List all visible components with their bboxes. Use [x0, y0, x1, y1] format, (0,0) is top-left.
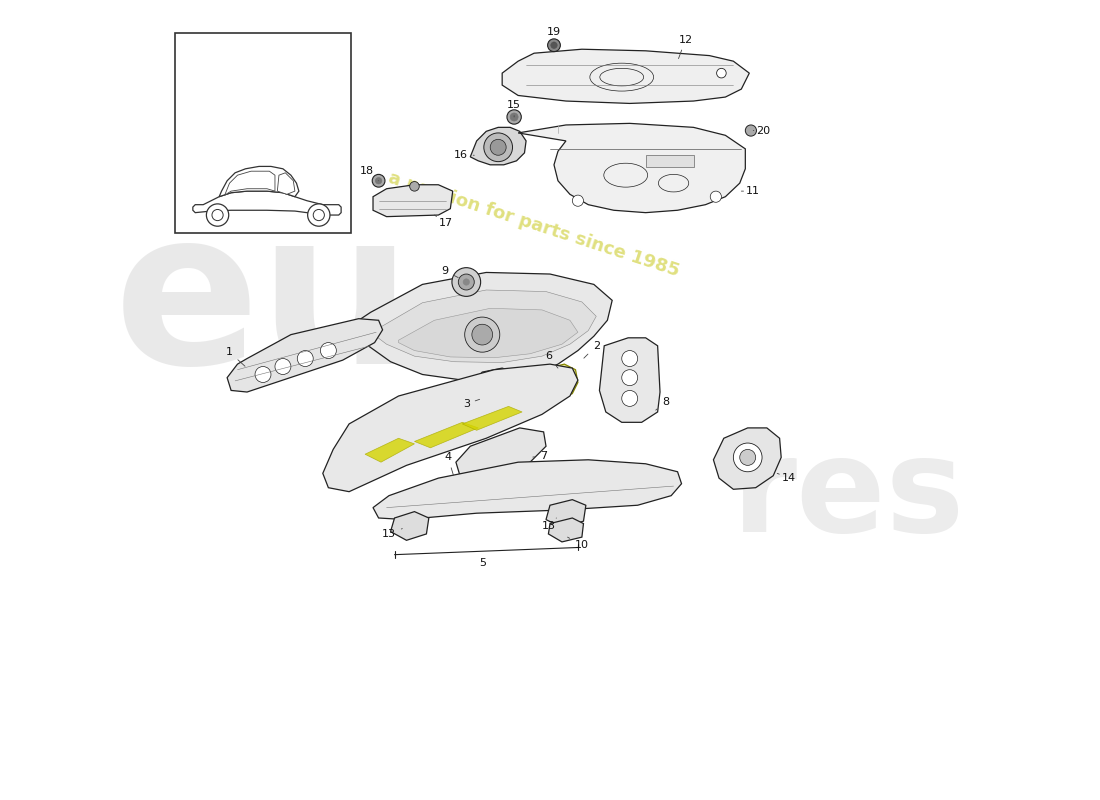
Circle shape — [308, 204, 330, 226]
Polygon shape — [503, 50, 749, 103]
Circle shape — [297, 350, 313, 366]
Polygon shape — [474, 368, 518, 408]
Text: 6: 6 — [544, 351, 558, 368]
Polygon shape — [219, 166, 299, 197]
Circle shape — [472, 324, 493, 345]
Circle shape — [716, 68, 726, 78]
Circle shape — [409, 182, 419, 191]
Circle shape — [212, 210, 223, 221]
Circle shape — [739, 450, 756, 466]
Polygon shape — [277, 173, 295, 194]
Circle shape — [734, 443, 762, 472]
Polygon shape — [224, 171, 275, 195]
Text: 16: 16 — [453, 150, 474, 160]
Circle shape — [452, 268, 481, 296]
Text: 17: 17 — [434, 215, 453, 228]
Polygon shape — [542, 364, 578, 398]
Text: 13: 13 — [382, 529, 403, 539]
Polygon shape — [546, 500, 586, 527]
Circle shape — [548, 39, 560, 52]
Text: 5: 5 — [478, 558, 486, 569]
Circle shape — [621, 350, 638, 366]
Circle shape — [275, 358, 290, 374]
Text: a passion for parts since 1985: a passion for parts since 1985 — [386, 169, 682, 280]
Circle shape — [375, 178, 382, 184]
Circle shape — [621, 390, 638, 406]
Circle shape — [463, 279, 470, 286]
Text: 20: 20 — [754, 126, 771, 135]
Text: 13: 13 — [541, 518, 557, 531]
Text: 12: 12 — [679, 34, 693, 58]
Polygon shape — [227, 318, 383, 392]
Text: 7: 7 — [532, 451, 547, 461]
Circle shape — [746, 125, 757, 136]
Text: 19: 19 — [547, 26, 561, 42]
Polygon shape — [358, 273, 613, 380]
Circle shape — [484, 133, 513, 162]
Circle shape — [314, 210, 324, 221]
Circle shape — [510, 113, 518, 121]
Circle shape — [621, 370, 638, 386]
Bar — [175, 34, 351, 233]
Text: 11: 11 — [741, 186, 760, 196]
Text: 8: 8 — [656, 397, 669, 410]
Polygon shape — [415, 422, 478, 448]
Polygon shape — [646, 155, 693, 167]
Circle shape — [491, 139, 506, 155]
Text: 4: 4 — [444, 452, 453, 475]
Text: 3: 3 — [463, 399, 480, 409]
Polygon shape — [192, 191, 341, 215]
Polygon shape — [322, 364, 578, 492]
Polygon shape — [390, 512, 429, 540]
Circle shape — [372, 174, 385, 187]
Circle shape — [711, 191, 722, 202]
Text: 15: 15 — [507, 100, 521, 117]
Polygon shape — [373, 460, 682, 519]
Polygon shape — [365, 438, 415, 462]
Text: 9: 9 — [441, 266, 459, 278]
Circle shape — [255, 366, 271, 382]
Polygon shape — [549, 518, 583, 542]
Polygon shape — [471, 127, 526, 165]
Polygon shape — [600, 338, 660, 422]
Polygon shape — [371, 290, 596, 362]
Polygon shape — [398, 308, 578, 358]
Text: 14: 14 — [778, 473, 796, 483]
Text: 18: 18 — [360, 166, 378, 181]
Text: 10: 10 — [568, 537, 588, 550]
Circle shape — [572, 195, 583, 206]
Polygon shape — [462, 406, 522, 430]
Text: 1: 1 — [226, 347, 245, 366]
Polygon shape — [455, 428, 546, 480]
Text: res: res — [733, 432, 966, 559]
Circle shape — [507, 110, 521, 124]
Polygon shape — [518, 123, 746, 213]
Circle shape — [459, 274, 474, 290]
Circle shape — [464, 317, 499, 352]
Polygon shape — [373, 185, 453, 217]
Circle shape — [551, 42, 558, 49]
Text: 2: 2 — [584, 341, 600, 358]
Text: eu: eu — [113, 200, 413, 409]
Polygon shape — [714, 428, 781, 490]
Circle shape — [207, 204, 229, 226]
Circle shape — [320, 342, 337, 358]
